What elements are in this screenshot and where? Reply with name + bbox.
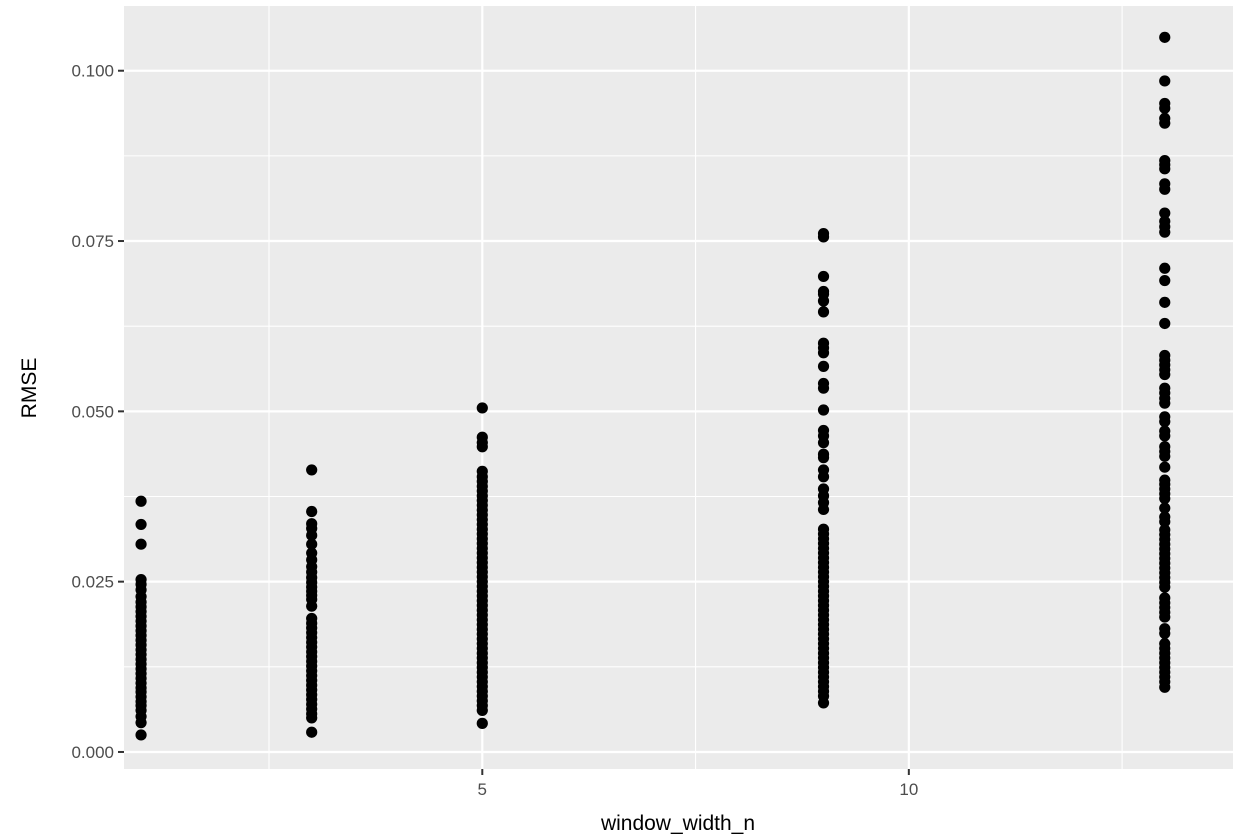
data-point [817,306,830,318]
data-point [1159,317,1171,330]
data-point [476,717,488,729]
y-tick-label: 0.100 [71,62,114,81]
data-point [1159,178,1171,190]
data-point [1159,524,1171,536]
data-point [135,574,147,586]
data-point [1159,411,1171,423]
data-point [817,337,830,349]
data-point [1159,511,1171,523]
data-point [817,360,830,372]
data-point [306,726,318,738]
data-point [1159,474,1171,486]
data-point [817,377,830,390]
data-point [817,464,830,476]
data-point [1159,502,1171,514]
x-axis-title: window_width_n [600,812,755,835]
data-point [306,518,318,530]
data-point [476,465,488,477]
data-point [135,538,147,550]
x-tick-label: 5 [478,780,487,799]
data-points [135,31,1171,741]
data-point [817,523,830,535]
data-point [306,612,318,625]
data-point [817,448,830,460]
data-point [135,518,147,531]
data-point [476,431,488,443]
data-point [135,729,147,741]
data-point [817,270,830,283]
data-point [1159,296,1171,308]
data-point [1159,461,1171,473]
data-point [135,495,147,507]
data-point [306,464,318,476]
data-point [1159,592,1171,604]
data-point [1159,274,1171,287]
data-point [1159,75,1171,87]
data-point [817,227,830,240]
data-point [1159,31,1171,43]
data-point [1159,112,1171,125]
data-point [1159,215,1171,227]
x-axis: 5 10 [478,769,918,799]
data-point [1159,638,1171,650]
data-point [476,402,488,414]
data-point [1159,623,1171,635]
data-point [817,404,830,416]
panel-background [124,6,1233,769]
data-point [306,547,318,559]
y-tick-label: 0.000 [71,743,114,762]
data-point [1159,155,1171,167]
data-point [1159,97,1171,110]
data-point [306,538,318,550]
y-tick-label: 0.075 [71,232,114,251]
data-point [1159,425,1171,437]
data-point [1159,382,1171,394]
data-point [817,483,830,495]
data-point [817,285,830,298]
y-tick-label: 0.025 [71,573,114,592]
y-tick-label: 0.050 [71,402,114,421]
y-axis-title: RMSE [18,358,41,419]
data-point [1159,441,1171,453]
data-point [306,505,318,518]
data-point [1159,207,1171,219]
data-point [1159,349,1171,362]
data-point [817,424,830,437]
x-tick-label: 10 [899,780,918,799]
y-axis: 0.000 0.025 0.050 0.075 0.100 [71,62,124,762]
data-point [1159,262,1171,274]
